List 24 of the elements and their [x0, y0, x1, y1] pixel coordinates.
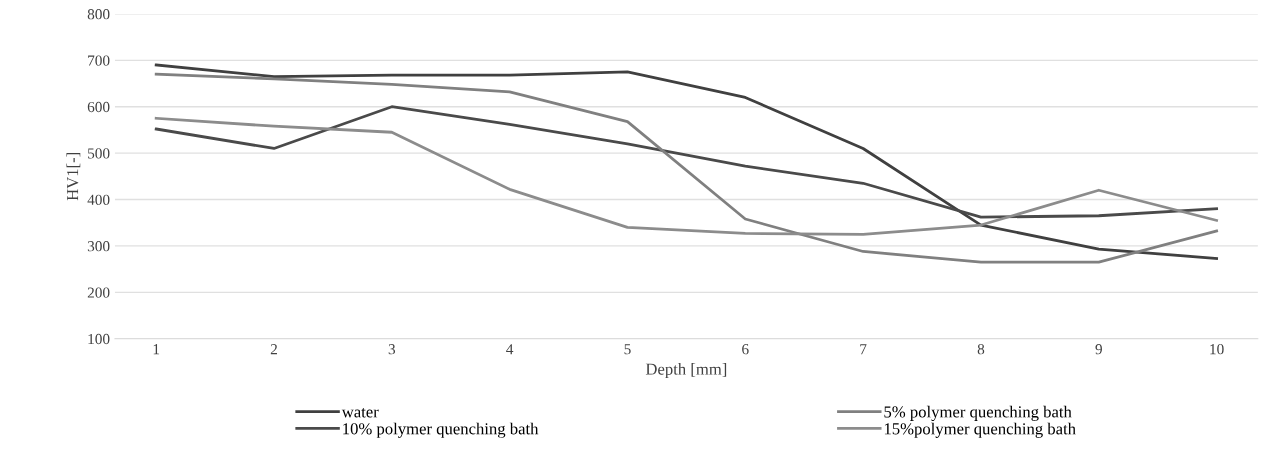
y-tick-label: 800	[87, 9, 110, 20]
y-tick-label: 100	[88, 333, 110, 345]
x-tick-label: 9	[1095, 344, 1102, 355]
legend-label: water	[341, 407, 379, 418]
y-tick-label: 300	[87, 241, 110, 252]
x-tick-label: 7	[860, 344, 867, 355]
x-axis-title: Depth [mm]	[645, 362, 727, 379]
x-tick-label: 8	[977, 344, 985, 355]
y-tick-label: 400	[87, 194, 110, 205]
legend-label: 10% polymer quenching bath	[343, 422, 539, 438]
x-tick-label: 2	[270, 344, 277, 355]
x-tick-label: 5	[624, 344, 631, 355]
y-tick-label: 200	[87, 287, 110, 298]
legend-label: 15%polymer quenching bath	[884, 422, 1076, 438]
x-tick-label: 6	[742, 344, 749, 355]
y-tick-label: 700	[88, 55, 110, 66]
y-axis-title: HV1[-]	[66, 153, 81, 201]
x-tick-label: 1	[153, 344, 160, 355]
y-tick-label: 600	[87, 101, 110, 113]
x-tick-label: 10	[1210, 344, 1224, 355]
y-tick-label: 500	[88, 148, 110, 159]
x-tick-label: 3	[388, 344, 396, 355]
legend-label: 5% polymer quenching bath	[884, 405, 1072, 421]
x-tick-label: 4	[506, 344, 514, 355]
